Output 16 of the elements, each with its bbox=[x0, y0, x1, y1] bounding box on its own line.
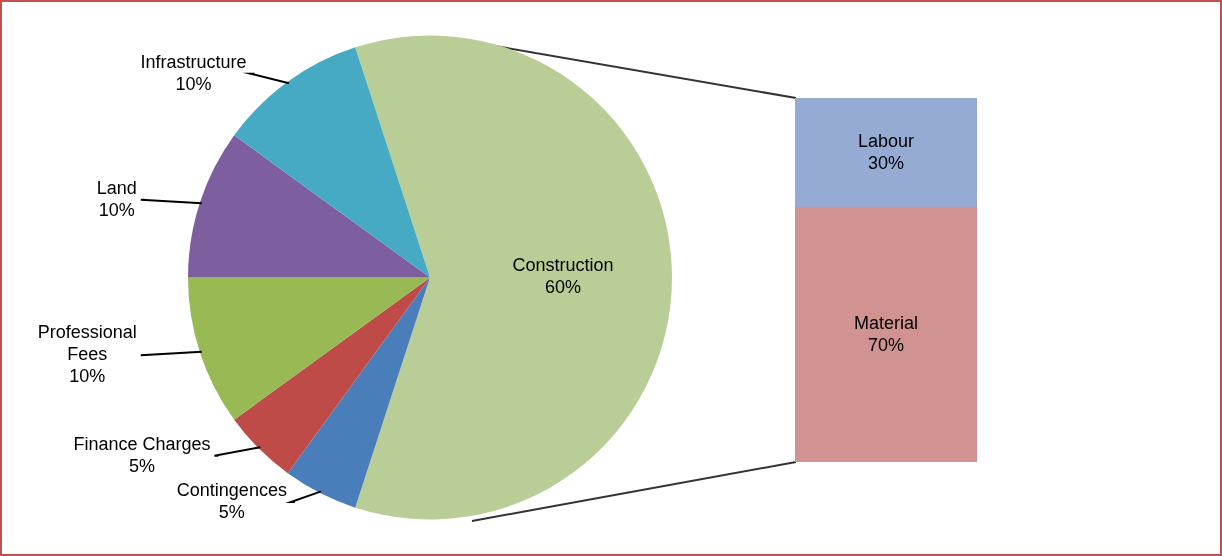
series-label: Material bbox=[853, 312, 919, 333]
data-label: 30% bbox=[867, 152, 905, 173]
data-label: 10% bbox=[69, 366, 106, 387]
data-label: 70% bbox=[867, 334, 905, 355]
slice-label: Contingences bbox=[176, 480, 287, 500]
data-label: 60% bbox=[545, 277, 582, 298]
slice-label: Land bbox=[96, 177, 137, 198]
data-label: 10% bbox=[175, 73, 212, 94]
slice-label: Construction bbox=[512, 255, 614, 276]
slice-label: Infrastructure bbox=[140, 51, 247, 72]
slice-label: Professional Fees bbox=[37, 322, 137, 365]
data-label: 5% bbox=[218, 502, 245, 522]
slice-label: Finance Charges bbox=[73, 433, 211, 454]
series-label: Labour bbox=[857, 130, 915, 151]
data-label: 10% bbox=[98, 199, 135, 220]
data-label: 5% bbox=[128, 455, 155, 476]
